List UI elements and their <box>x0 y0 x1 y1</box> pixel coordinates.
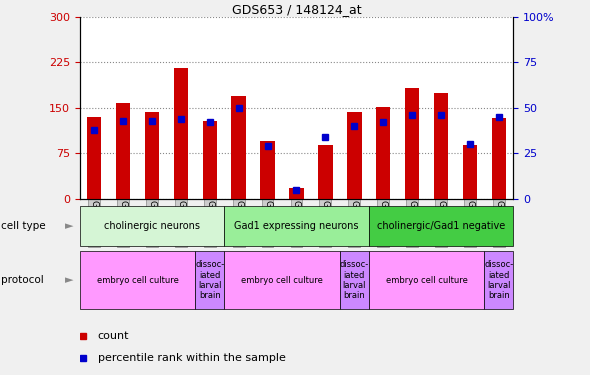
Bar <box>224 251 340 309</box>
Bar <box>369 251 484 309</box>
Bar <box>347 112 362 199</box>
Bar <box>87 117 101 199</box>
Text: percentile rank within the sample: percentile rank within the sample <box>98 352 286 363</box>
Text: dissoc-
iated
larval
brain: dissoc- iated larval brain <box>340 260 369 300</box>
Text: cholinergic/Gad1 negative: cholinergic/Gad1 negative <box>377 221 505 231</box>
Bar <box>195 251 224 309</box>
Bar <box>145 112 159 199</box>
Bar <box>369 206 513 246</box>
Title: GDS653 / 148124_at: GDS653 / 148124_at <box>232 3 361 16</box>
Bar <box>484 251 513 309</box>
Text: embryo cell culture: embryo cell culture <box>386 276 467 285</box>
Bar <box>463 146 477 199</box>
Bar <box>340 251 369 309</box>
Bar <box>405 88 419 199</box>
Bar <box>231 96 246 199</box>
Text: embryo cell culture: embryo cell culture <box>97 276 178 285</box>
Text: ►: ► <box>65 221 73 231</box>
Bar <box>202 121 217 199</box>
Bar <box>289 188 304 199</box>
Bar <box>116 103 130 199</box>
Bar <box>224 206 369 246</box>
Text: Gad1 expressing neurons: Gad1 expressing neurons <box>234 221 359 231</box>
Bar <box>80 206 224 246</box>
Text: cell type: cell type <box>1 221 48 231</box>
Bar <box>434 93 448 199</box>
Bar <box>318 146 333 199</box>
Bar <box>491 118 506 199</box>
Text: dissoc-
iated
larval
brain: dissoc- iated larval brain <box>195 260 224 300</box>
Bar <box>260 141 275 199</box>
Text: embryo cell culture: embryo cell culture <box>241 276 323 285</box>
Bar <box>80 251 195 309</box>
Text: protocol: protocol <box>1 275 47 285</box>
Bar <box>173 68 188 199</box>
Text: dissoc-
iated
larval
brain: dissoc- iated larval brain <box>484 260 513 300</box>
Text: ►: ► <box>65 275 73 285</box>
Text: count: count <box>98 331 129 341</box>
Bar <box>376 106 391 199</box>
Text: cholinergic neurons: cholinergic neurons <box>104 221 200 231</box>
